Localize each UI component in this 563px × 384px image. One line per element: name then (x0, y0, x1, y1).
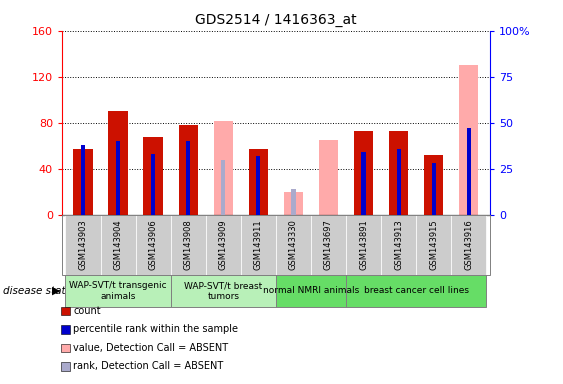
Bar (361, 152, 365, 215)
Text: GSM143909: GSM143909 (219, 220, 228, 270)
Text: count: count (73, 306, 101, 316)
Bar (467, 128, 471, 215)
Text: GSM143915: GSM143915 (429, 220, 438, 270)
Text: GSM143330: GSM143330 (289, 219, 298, 270)
Bar (249, 149, 268, 215)
Text: WAP-SVT/t breast
tumors: WAP-SVT/t breast tumors (184, 281, 262, 301)
Bar (151, 154, 155, 215)
Text: breast cancer cell lines: breast cancer cell lines (364, 286, 468, 295)
Text: GSM143904: GSM143904 (114, 220, 123, 270)
Text: value, Detection Call = ABSENT: value, Detection Call = ABSENT (73, 343, 229, 353)
Text: rank, Detection Call = ABSENT: rank, Detection Call = ABSENT (73, 361, 224, 371)
Text: percentile rank within the sample: percentile rank within the sample (73, 324, 238, 334)
Bar (396, 149, 401, 215)
Text: GSM143916: GSM143916 (464, 219, 473, 270)
Bar (256, 156, 261, 215)
Text: GSM143908: GSM143908 (184, 219, 193, 270)
Text: GSM143891: GSM143891 (359, 219, 368, 270)
Bar (291, 189, 296, 215)
Bar (178, 125, 198, 215)
Text: GSM143906: GSM143906 (149, 219, 158, 270)
Text: WAP-SVT/t transgenic
animals: WAP-SVT/t transgenic animals (69, 281, 167, 301)
Bar (424, 155, 443, 215)
Bar (284, 192, 303, 215)
Text: normal NMRI animals: normal NMRI animals (263, 286, 359, 295)
Bar (73, 149, 93, 215)
Bar (432, 164, 436, 215)
Bar (116, 141, 120, 215)
Text: GSM143697: GSM143697 (324, 219, 333, 270)
Bar (144, 137, 163, 215)
Bar (467, 128, 471, 215)
Bar (81, 145, 85, 215)
Bar (319, 140, 338, 215)
Text: ▶: ▶ (52, 286, 60, 296)
Bar (109, 111, 128, 215)
Title: GDS2514 / 1416363_at: GDS2514 / 1416363_at (195, 13, 357, 27)
Bar (389, 131, 408, 215)
Bar (354, 131, 373, 215)
Text: GSM143903: GSM143903 (78, 219, 87, 270)
Text: GSM143913: GSM143913 (394, 219, 403, 270)
Bar (213, 121, 233, 215)
Text: GSM143911: GSM143911 (254, 220, 263, 270)
Text: disease state: disease state (3, 286, 72, 296)
Bar (186, 141, 190, 215)
Bar (221, 160, 225, 215)
Bar (459, 65, 479, 215)
